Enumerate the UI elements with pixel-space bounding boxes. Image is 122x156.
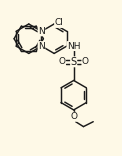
Text: O: O <box>70 112 77 121</box>
Text: O: O <box>58 57 65 66</box>
Text: Cl: Cl <box>55 19 63 27</box>
Text: O: O <box>82 57 89 66</box>
Text: N: N <box>38 42 45 51</box>
Text: S: S <box>71 57 77 67</box>
Text: N: N <box>38 27 45 36</box>
Text: NH: NH <box>67 42 80 51</box>
